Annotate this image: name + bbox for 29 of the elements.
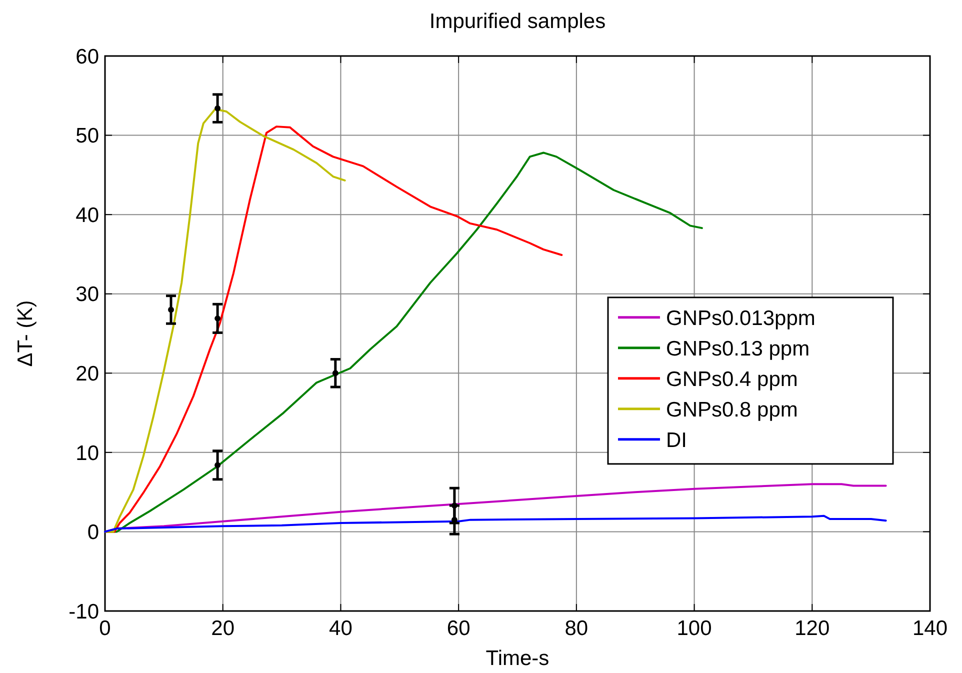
x-tick-label: 140 [912,617,948,640]
legend-label: GNPs0.4 ppm [666,368,798,391]
x-tick-label: 120 [794,617,830,640]
chart-title: Impurified samples [429,10,606,33]
x-tick-label: 40 [329,617,352,640]
y-tick-label: 20 [76,362,99,386]
legend-label: GNPs0.13 ppm [666,337,810,360]
x-tick-label: 100 [676,617,712,640]
y-tick-label: -10 [68,600,99,624]
y-axis-title: ΔT- (K) [14,300,37,367]
x-tick-label: 80 [564,617,588,640]
point [168,306,174,313]
legend-label: GNPs0.013ppm [666,306,816,330]
point [332,370,338,376]
line-series [104,514,887,533]
y-tick-label: 0 [87,521,99,544]
legend-label: GNPs0.8 ppm [666,398,798,422]
point [214,462,221,468]
y-tick-label: 60 [76,45,99,68]
y-tick-label: 10 [76,442,99,465]
y-tick-label: 40 [76,204,99,227]
x-tick-label: 20 [211,617,235,640]
point [214,315,221,322]
legend-label: DI [666,428,687,452]
y-tick-label: 30 [76,283,99,306]
point [214,105,221,112]
x-tick-label: 60 [446,617,470,640]
y-tick-label: 50 [76,124,99,148]
x-axis-title: Time-s [486,647,550,670]
